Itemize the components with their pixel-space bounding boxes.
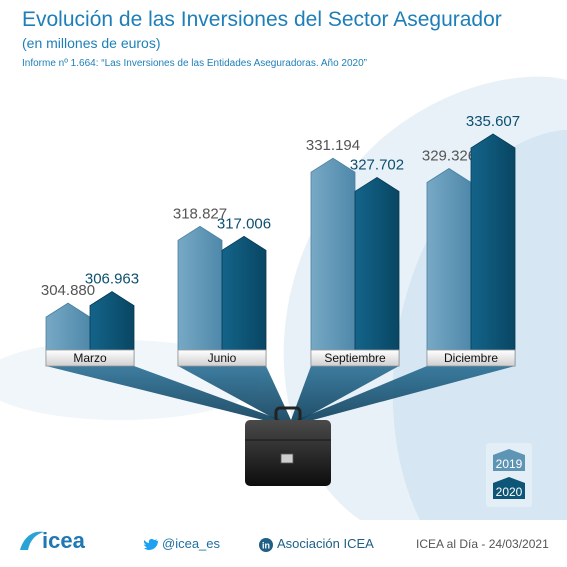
ray-junio	[178, 366, 291, 420]
bar-2020-septiembre	[354, 176, 400, 367]
bar-2019-diciembre	[426, 168, 472, 367]
bar-2020-junio	[221, 235, 267, 367]
footer-date: ICEA al Día - 24/03/2021	[416, 537, 549, 551]
category-label-septiembre: Septiembre	[324, 351, 386, 365]
ray-diciembre	[297, 366, 515, 420]
data-label-2020-marzo: 306.963	[85, 271, 139, 288]
data-label-2019-marzo: 304.880	[41, 282, 95, 299]
icea-brand-text: icea	[42, 528, 86, 553]
data-label-2020-diciembre: 335.607	[466, 113, 520, 130]
data-label-2019-junio: 318.827	[173, 205, 227, 222]
category-label-junio: Junio	[208, 351, 237, 365]
category-label-marzo: Marzo	[73, 351, 107, 365]
category-plate-septiembre	[310, 349, 400, 367]
svg-text:in: in	[262, 541, 270, 551]
briefcase-icon	[245, 406, 331, 486]
linkedin-icon[interactable]: in	[259, 538, 273, 552]
chart-subtitle: (en millones de euros)	[22, 35, 161, 51]
linkedin-name[interactable]: Asociación ICEA	[277, 536, 374, 551]
ray-septiembre	[291, 366, 399, 420]
bar-2019-septiembre	[310, 157, 356, 367]
category-plate-diciembre	[426, 349, 516, 367]
data-label-2020-septiembre: 327.702	[350, 156, 404, 173]
twitter-icon[interactable]	[144, 538, 160, 552]
source-note: Informe nº 1.664: “Las Inversiones de la…	[22, 58, 367, 69]
data-label-2019-septiembre: 331.194	[306, 137, 360, 154]
category-label-diciembre: Diciembre	[444, 351, 498, 365]
twitter-handle[interactable]: @icea_es	[162, 536, 221, 551]
bar-2019-junio	[177, 225, 223, 367]
data-label-2019-diciembre: 329.326	[422, 148, 476, 165]
category-plate-marzo	[45, 349, 135, 367]
chart-title: Evolución de las Inversiones del Sector …	[22, 8, 502, 31]
legend	[486, 443, 532, 507]
data-label-2020-junio: 317.006	[217, 215, 271, 232]
ray-marzo	[46, 366, 281, 420]
bar-2020-diciembre	[470, 133, 516, 367]
icea-logo[interactable]: icea	[16, 524, 106, 556]
category-plate-junio	[177, 349, 267, 367]
